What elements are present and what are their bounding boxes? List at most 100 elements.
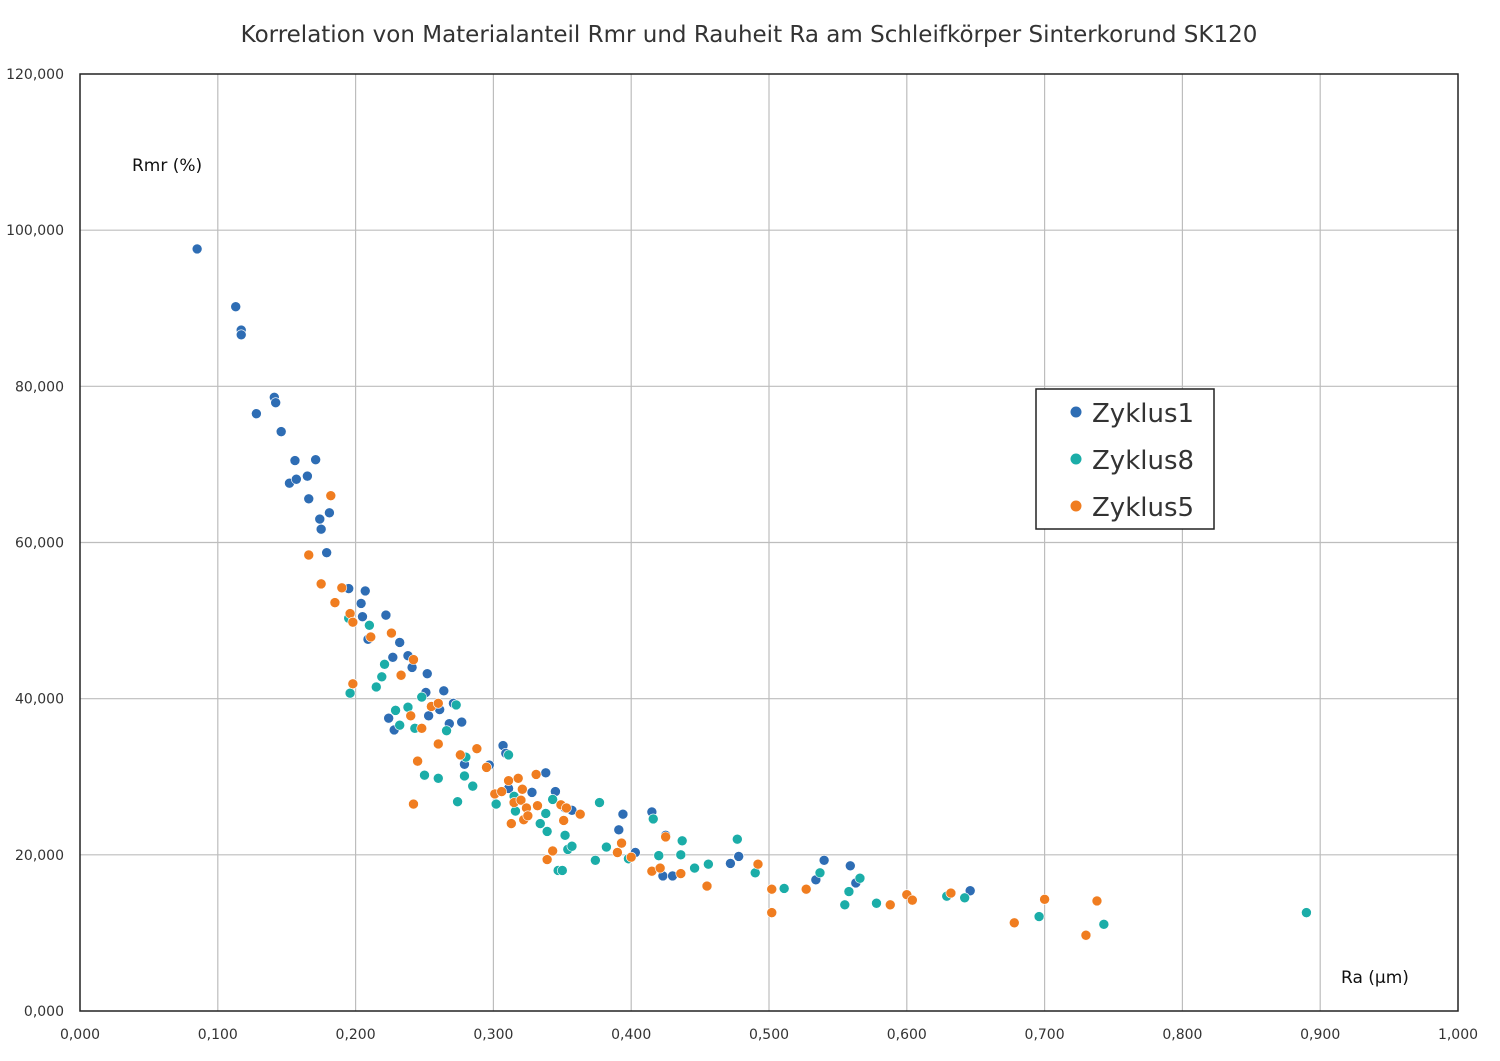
data-point xyxy=(540,767,552,779)
legend-marker xyxy=(1070,406,1082,418)
data-point xyxy=(1080,929,1092,941)
data-point xyxy=(379,659,390,670)
data-point xyxy=(376,671,388,683)
data-point xyxy=(839,899,851,911)
legend-marker xyxy=(1070,453,1082,465)
data-point xyxy=(387,651,399,663)
data-point xyxy=(541,826,553,837)
data-point xyxy=(590,854,601,866)
data-point xyxy=(854,872,866,884)
data-point xyxy=(945,887,957,899)
legend-label: Zyklus5 xyxy=(1092,493,1194,523)
data-point xyxy=(329,597,341,608)
data-point xyxy=(251,408,262,419)
data-point xyxy=(432,738,444,750)
data-point xyxy=(302,470,313,482)
x-tick-label: 0,500 xyxy=(749,1027,789,1043)
data-point xyxy=(540,808,552,819)
data-point xyxy=(617,808,629,820)
series-zyklus5 xyxy=(303,490,1103,941)
data-point xyxy=(357,611,368,622)
data-point xyxy=(818,854,830,866)
data-point xyxy=(845,860,856,872)
data-point xyxy=(438,685,450,697)
data-point xyxy=(481,762,492,773)
data-point xyxy=(365,631,377,643)
data-point xyxy=(191,243,203,255)
data-point xyxy=(515,794,527,806)
data-point xyxy=(800,883,812,895)
data-point xyxy=(752,858,764,870)
data-point xyxy=(522,810,534,822)
data-point xyxy=(871,897,882,909)
data-point xyxy=(370,681,382,693)
data-point xyxy=(441,725,452,736)
data-point xyxy=(556,865,568,876)
data-point xyxy=(405,710,417,722)
data-point xyxy=(526,787,538,798)
data-point xyxy=(471,743,483,754)
data-point xyxy=(547,845,558,857)
data-point xyxy=(616,837,627,849)
data-point xyxy=(467,780,479,792)
data-point xyxy=(455,749,466,761)
data-point xyxy=(394,637,405,648)
data-point xyxy=(689,862,700,874)
data-point xyxy=(676,835,688,847)
data-point xyxy=(653,850,665,861)
x-tick-label: 0,300 xyxy=(473,1027,513,1043)
data-point xyxy=(394,719,405,731)
data-point xyxy=(654,862,666,874)
x-tick-label: 0,100 xyxy=(198,1027,238,1043)
data-point xyxy=(359,585,371,597)
legend-label: Zyklus8 xyxy=(1092,446,1194,476)
data-point xyxy=(1098,919,1110,930)
data-point xyxy=(559,830,571,841)
y-tick-label: 20,000 xyxy=(15,848,64,864)
data-point xyxy=(419,769,430,781)
data-point xyxy=(303,493,315,505)
data-point xyxy=(647,813,659,825)
data-point xyxy=(625,851,637,863)
data-point xyxy=(884,899,896,911)
x-tick-label: 0,700 xyxy=(1025,1027,1065,1043)
data-point xyxy=(344,687,356,699)
data-point xyxy=(675,868,687,879)
y-tick-label: 100,000 xyxy=(6,223,64,239)
data-point xyxy=(324,507,335,519)
data-point xyxy=(547,794,558,805)
data-point xyxy=(733,851,744,862)
data-point xyxy=(964,885,976,897)
legend: Zyklus1 Zyklus8 Zyklus5 xyxy=(1035,388,1215,530)
data-point xyxy=(315,578,327,590)
x-tick-label: 0,900 xyxy=(1300,1027,1340,1043)
data-point xyxy=(380,609,392,621)
data-point xyxy=(503,775,514,786)
data-point xyxy=(275,426,287,437)
data-point xyxy=(778,883,790,894)
data-point xyxy=(390,705,401,716)
data-point xyxy=(310,454,321,466)
data-point xyxy=(270,397,281,409)
data-point xyxy=(490,798,502,810)
y-tick-label: 0,000 xyxy=(24,1004,64,1020)
data-point xyxy=(843,886,855,897)
data-point xyxy=(959,892,970,904)
y-tick-label: 60,000 xyxy=(15,536,64,552)
data-point xyxy=(314,513,326,525)
data-point xyxy=(503,749,514,761)
data-point xyxy=(452,796,463,808)
data-point xyxy=(660,831,671,843)
data-point xyxy=(347,678,359,690)
data-point xyxy=(315,523,327,535)
data-point xyxy=(601,841,612,853)
y-tick-label: 40,000 xyxy=(15,692,64,708)
data-point xyxy=(766,883,778,895)
data-point xyxy=(566,840,578,852)
x-tick-label: 1,000 xyxy=(1438,1027,1478,1043)
data-point xyxy=(512,773,524,784)
data-point xyxy=(303,549,315,561)
data-point xyxy=(289,455,301,466)
